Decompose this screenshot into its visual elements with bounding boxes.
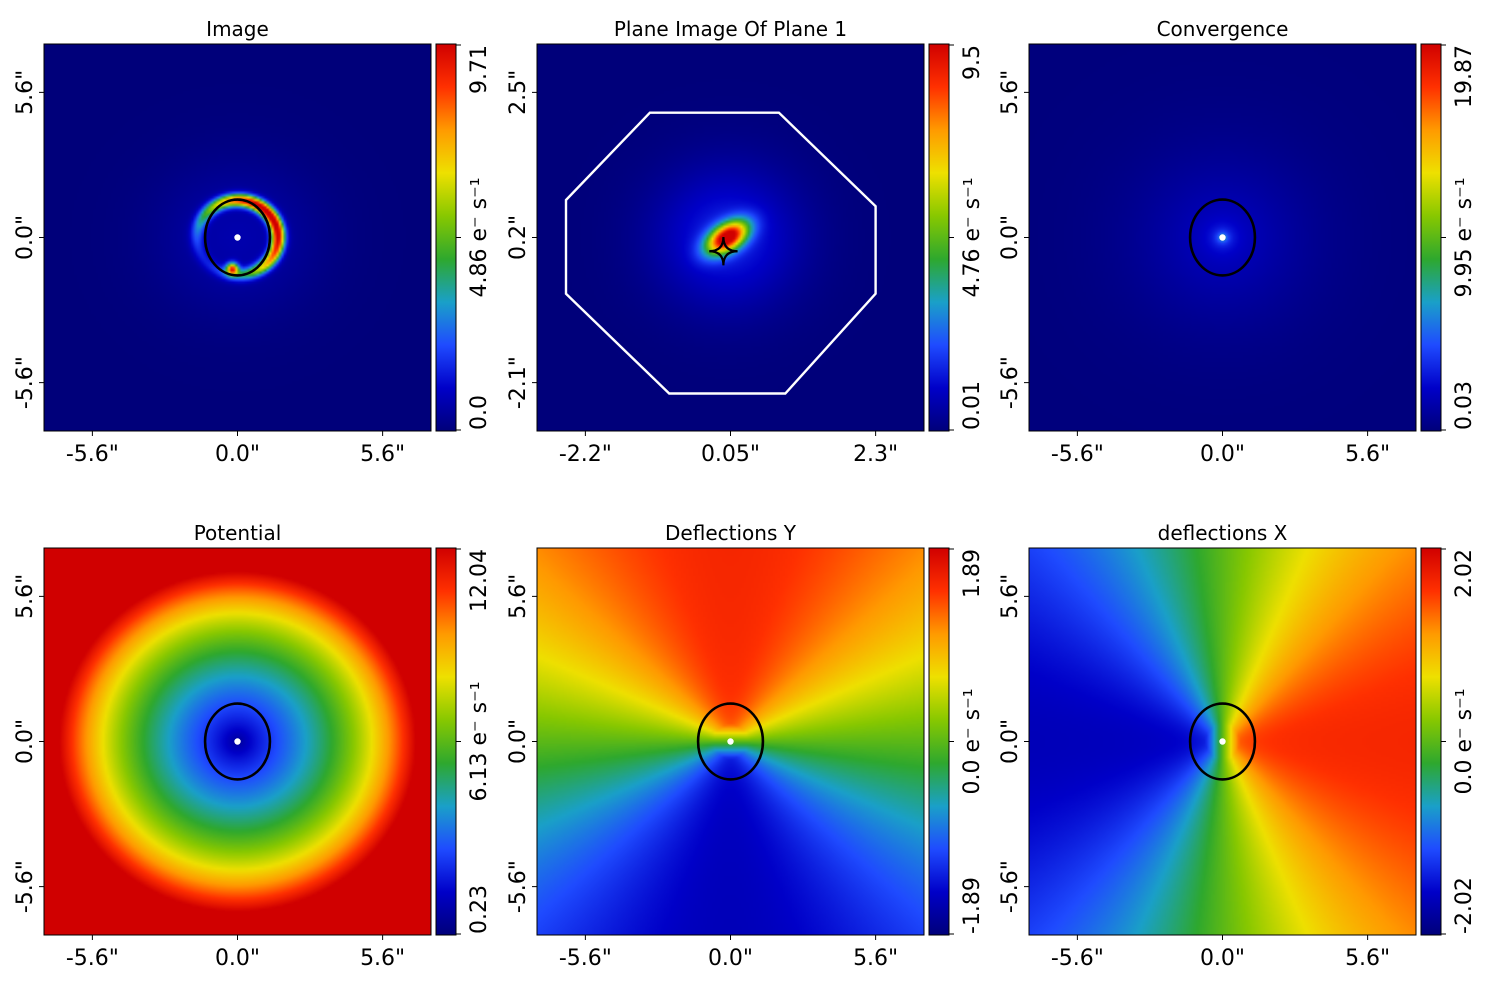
caustic-curve: [709, 236, 738, 266]
y-tick-label: -5.6": [998, 356, 1023, 409]
subplot-6: deflections X -5.6" 0.0" 5.6" -5.6" 0.0" 5.6" -…: [998, 521, 1477, 971]
colorbar-tick-label: 9.95 e⁻ s⁻¹: [1452, 177, 1477, 297]
center-marker: [1219, 738, 1226, 745]
y-tick-label: 0.2": [506, 215, 531, 260]
colorbar-tick-label: 0.01: [960, 381, 985, 430]
center-marker: [234, 234, 241, 241]
overlay-layer: [203, 198, 272, 277]
y-tick-label: -5.6": [998, 860, 1023, 913]
overlay-layer: [564, 111, 877, 395]
x-tick-label: -5.6": [66, 442, 119, 467]
colorbar-tick-label: -2.02: [1452, 877, 1477, 934]
colorbar-tick-label: 9.71: [467, 45, 492, 94]
overlay-layer: [203, 702, 272, 781]
x-tick-label: -5.6": [1051, 946, 1104, 971]
colorbar-tick-label: 6.13 e⁻ s⁻¹: [467, 681, 492, 801]
center-marker: [727, 738, 734, 745]
mask-border: [564, 111, 877, 395]
x-tick-label: 5.6": [1345, 946, 1390, 971]
center-marker: [234, 738, 241, 745]
x-tick-label: 5.6": [360, 442, 405, 467]
x-tick-label: 0.0": [215, 442, 260, 467]
subplot-2: Plane Image Of Plane 1 -2.2" 0.05" 2.3" -2.1…: [506, 17, 985, 467]
colorbar-tick-label: 19.87: [1452, 45, 1477, 108]
y-tick-label: 0.0": [13, 215, 38, 260]
colorbar: [435, 547, 457, 936]
x-tick-label: -5.6": [66, 946, 119, 971]
colorbar: [1420, 43, 1442, 432]
colorbar-tick-label: 2.02: [1452, 549, 1477, 598]
x-tick-label: 0.0": [708, 946, 753, 971]
x-tick-label: 5.6": [360, 946, 405, 971]
plot-title: deflections X: [1158, 521, 1288, 545]
y-tick-label: 0.0": [506, 719, 531, 764]
heatmap-image: [537, 44, 924, 431]
subplot-4: Potential -5.6" 0.0" 5.6" -5.6" 0.0" 5.6" 0.23 6…: [13, 521, 492, 971]
x-tick-label: -5.6": [1051, 442, 1104, 467]
x-tick-label: 0.0": [215, 946, 260, 971]
plot-title: Image: [206, 17, 269, 41]
plot-title: Potential: [194, 521, 282, 545]
y-tick-label: 5.6": [13, 70, 38, 115]
critical-curve: [1188, 702, 1257, 781]
overlay-layer: [1188, 702, 1257, 781]
y-tick-label: 5.6": [506, 574, 531, 619]
colorbar-tick-label: 0.0: [467, 395, 492, 430]
y-tick-label: -5.6": [506, 860, 531, 913]
x-tick-label: 5.6": [1345, 442, 1390, 467]
colorbar-tick-label: 9.5: [960, 45, 985, 80]
colorbar-tick-label: 0.0 e⁻ s⁻¹: [1452, 688, 1477, 794]
y-tick-label: 5.6": [998, 70, 1023, 115]
y-tick-label: -2.1": [506, 356, 531, 409]
y-tick-label: 0.0": [998, 719, 1023, 764]
colorbar-tick-label: 1.89: [960, 549, 985, 598]
critical-curve: [696, 702, 765, 781]
x-tick-label: -2.2": [559, 442, 612, 467]
x-tick-label: 0.0": [1200, 946, 1245, 971]
colorbar-tick-label: 0.03: [1452, 381, 1477, 430]
plot-title: Convergence: [1157, 17, 1289, 41]
plot-title: Deflections Y: [665, 521, 797, 545]
x-tick-label: -5.6": [559, 946, 612, 971]
subplot-1: Image -5.6" 0.0" 5.6" -5.6" 0.0" 5.6" 0.0 4.86 e…: [13, 17, 492, 467]
center-marker: [1219, 234, 1226, 241]
y-tick-label: 5.6": [13, 574, 38, 619]
colorbar-tick-label: 0.0 e⁻ s⁻¹: [960, 688, 985, 794]
colorbar: [435, 43, 457, 432]
colorbar-tick-label: -1.89: [960, 877, 985, 934]
y-tick-label: 5.6": [998, 574, 1023, 619]
y-tick-label: 0.0": [13, 719, 38, 764]
y-tick-label: 2.5": [506, 70, 531, 115]
critical-curve: [203, 702, 272, 781]
critical-curve: [203, 198, 272, 277]
colorbar-tick-label: 4.86 e⁻ s⁻¹: [467, 177, 492, 297]
x-tick-label: 5.6": [853, 946, 898, 971]
plot-title: Plane Image Of Plane 1: [614, 17, 847, 41]
y-tick-label: 0.0": [998, 215, 1023, 260]
colorbar-tick-label: 0.23: [467, 885, 492, 934]
x-tick-label: 0.0": [1200, 442, 1245, 467]
critical-curve: [1188, 198, 1257, 277]
subplot-3: Convergence -5.6" 0.0" 5.6" -5.6" 0.0" 5.6" 0.0…: [998, 17, 1477, 467]
y-tick-label: -5.6": [13, 356, 38, 409]
overlay-layer: [696, 702, 765, 781]
colorbar-tick-label: 4.76 e⁻ s⁻¹: [960, 177, 985, 297]
colorbar: [1420, 547, 1442, 936]
colorbar-tick-label: 12.04: [467, 549, 492, 612]
colorbar: [928, 547, 950, 936]
subplot-5: Deflections Y -5.6" 0.0" 5.6" -5.6" 0.0" 5.6" -…: [506, 521, 985, 971]
colorbar: [928, 43, 950, 432]
x-tick-label: 2.3": [853, 442, 898, 467]
x-tick-label: 0.05": [701, 442, 760, 467]
overlay-layer: [1188, 198, 1257, 277]
y-tick-label: -5.6": [13, 860, 38, 913]
